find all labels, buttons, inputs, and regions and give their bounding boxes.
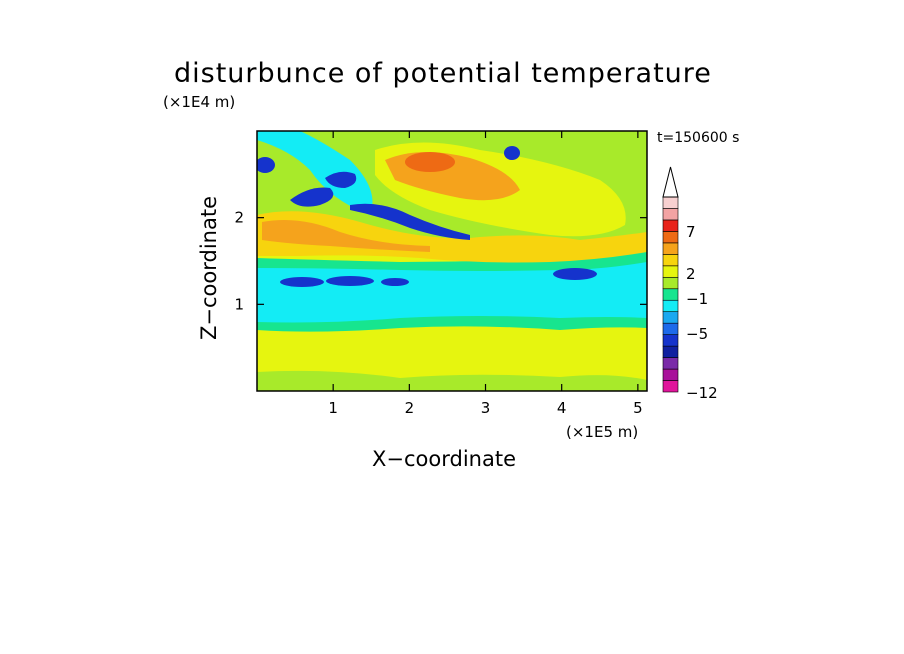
colorbar-extend-arrow xyxy=(662,166,679,198)
colorbar-segment xyxy=(662,288,679,301)
chart-title: disturbunce of potential temperature xyxy=(174,58,712,89)
cold-streak xyxy=(257,157,275,173)
colorbar-segment xyxy=(662,380,679,393)
y-tick-label: 1 xyxy=(234,295,244,313)
colorbar-segment xyxy=(662,345,679,358)
colorbar-segment xyxy=(662,265,679,278)
contour-field xyxy=(257,131,647,391)
colorbar-label: −5 xyxy=(686,325,708,343)
y-axis: 12 xyxy=(234,209,647,313)
y-tick-label: 2 xyxy=(234,209,244,227)
colorbar-segment xyxy=(662,334,679,347)
plot-frame xyxy=(256,130,648,392)
colorbar: 7 2 −1 −5 −12 xyxy=(662,166,718,402)
colorbar-segment xyxy=(662,231,679,244)
colorbar-segment xyxy=(662,242,679,255)
colorbar-segment xyxy=(662,299,679,313)
x-tick-label: 4 xyxy=(557,399,567,417)
warm-band xyxy=(257,211,647,263)
colorbar-segment xyxy=(662,219,679,232)
colorbar-segment xyxy=(662,254,679,267)
cold-streak xyxy=(350,203,470,240)
x-tick-label: 2 xyxy=(405,399,415,417)
x-axis: 1 2 3 4 5 xyxy=(328,131,643,417)
warm-band-core xyxy=(262,219,430,252)
colorbar-segment xyxy=(662,357,679,370)
x-tick-label: 5 xyxy=(633,399,643,417)
colorbar-segment xyxy=(662,196,679,209)
colorbar-segment xyxy=(662,322,679,335)
colorbar-segment xyxy=(662,368,679,381)
upper-cyan xyxy=(257,131,373,215)
colorbar-segment xyxy=(662,311,679,324)
surface-layer xyxy=(257,370,647,391)
x-axis-unit: (×1E5 m) xyxy=(566,423,639,441)
colorbar-segment xyxy=(662,208,679,221)
warm-plume-core xyxy=(405,152,455,172)
x-axis-label: X−coordinate xyxy=(372,447,516,471)
cold-streak xyxy=(504,146,520,160)
x-tick-label: 3 xyxy=(481,399,491,417)
y-axis-unit: (×1E4 m) xyxy=(163,93,236,111)
colorbar-label: −12 xyxy=(686,384,718,402)
cold-streak xyxy=(290,187,334,207)
x-tick-label: 1 xyxy=(328,399,338,417)
colorbar-label: 2 xyxy=(686,265,696,283)
cold-cell xyxy=(381,278,409,286)
colorbar-segment xyxy=(662,276,679,290)
colorbar-label: −1 xyxy=(686,290,708,308)
colorbar-label: 7 xyxy=(686,223,696,241)
time-label: t=150600 s xyxy=(657,130,740,146)
cold-cell xyxy=(326,276,374,286)
cold-cell xyxy=(553,268,597,280)
cold-streak xyxy=(325,171,357,188)
cold-cell xyxy=(280,277,324,287)
